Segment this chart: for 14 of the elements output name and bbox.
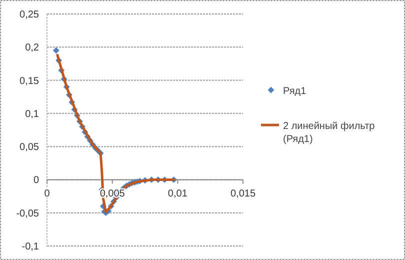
y-tick-label: -0,05 xyxy=(16,208,40,220)
x-tick-label: 0 xyxy=(44,188,50,200)
x-tick-label: 0,015 xyxy=(230,188,256,200)
y-tick-label: 0,15 xyxy=(20,76,40,87)
y-tick-label: 0,05 xyxy=(20,142,40,154)
y-tick-label: 0,1 xyxy=(25,108,40,120)
legend-label: Ряд1 xyxy=(283,86,307,97)
y-tick-label: -0,1 xyxy=(22,242,40,252)
point xyxy=(52,47,60,54)
y-tick-label: 0,2 xyxy=(25,42,40,54)
y-tick-label: 0,25 xyxy=(20,10,40,20)
y-tick-label: 0 xyxy=(33,175,40,186)
x-tick-label: 0,01 xyxy=(168,188,188,200)
legend-label: 2 линейный фильтр (Ряд1) xyxy=(283,121,376,145)
